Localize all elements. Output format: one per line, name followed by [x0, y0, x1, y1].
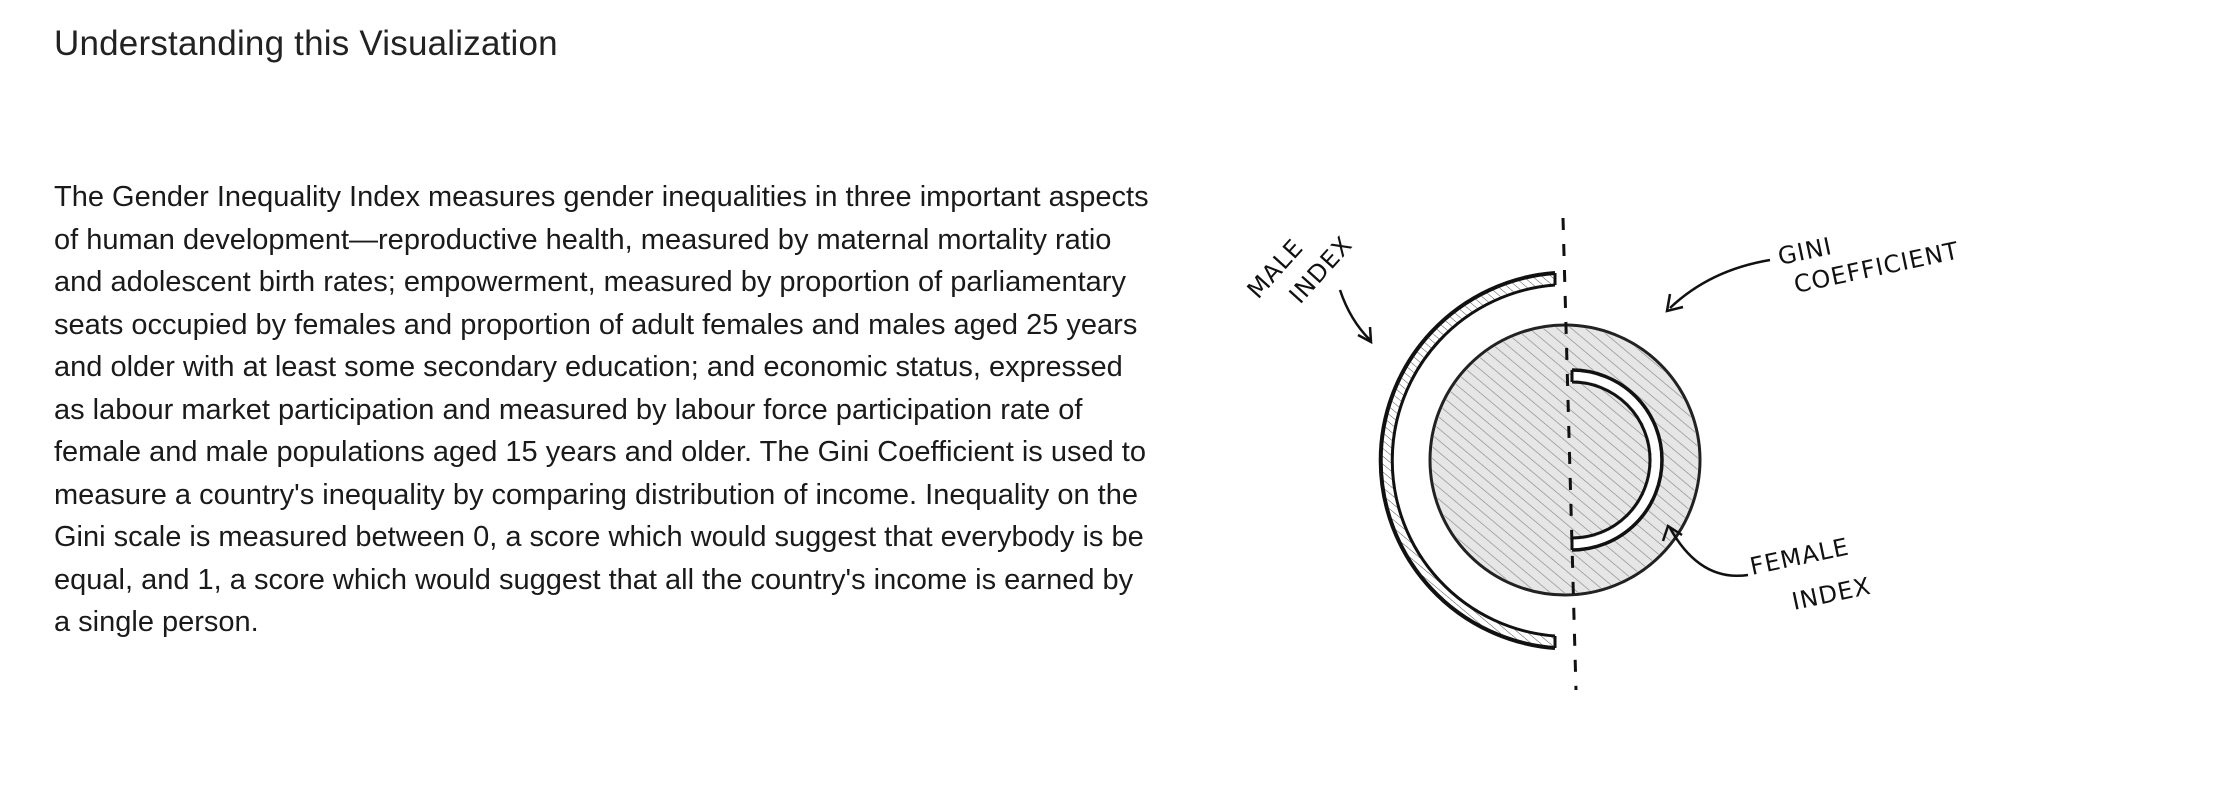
gini-coefficient-label: GINI COEFFICIENT — [1775, 232, 1961, 299]
visualization-legend-sketch: MALE INDEX GINI COEFFICIENT FEMALE INDEX — [1242, 217, 1962, 691]
female-index-arrow-icon — [1661, 524, 1749, 578]
center-dashed-line — [1561, 217, 1578, 691]
male-index-arrow-icon — [1338, 289, 1373, 345]
svg-text:INDEX: INDEX — [1789, 572, 1873, 616]
svg-text:FEMALE: FEMALE — [1747, 533, 1851, 581]
male-index-arc — [1378, 271, 1557, 650]
gini-coefficient-arrow-icon — [1665, 258, 1771, 313]
description-paragraph: The Gender Inequality Index measures gen… — [54, 181, 1149, 638]
female-index-label: FEMALE INDEX — [1747, 533, 1873, 616]
male-index-label: MALE INDEX — [1242, 231, 1358, 309]
page-title: Understanding this Visualization — [54, 24, 558, 63]
